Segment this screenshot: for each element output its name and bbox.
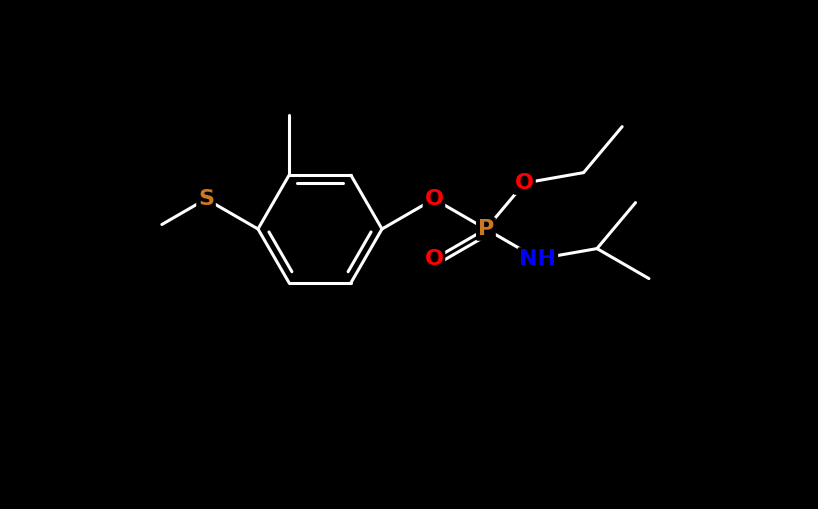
Text: NH: NH xyxy=(519,249,556,269)
Text: P: P xyxy=(478,219,494,239)
Text: O: O xyxy=(425,249,443,269)
Text: S: S xyxy=(198,189,214,209)
Text: O: O xyxy=(515,173,534,193)
Text: O: O xyxy=(425,189,443,209)
